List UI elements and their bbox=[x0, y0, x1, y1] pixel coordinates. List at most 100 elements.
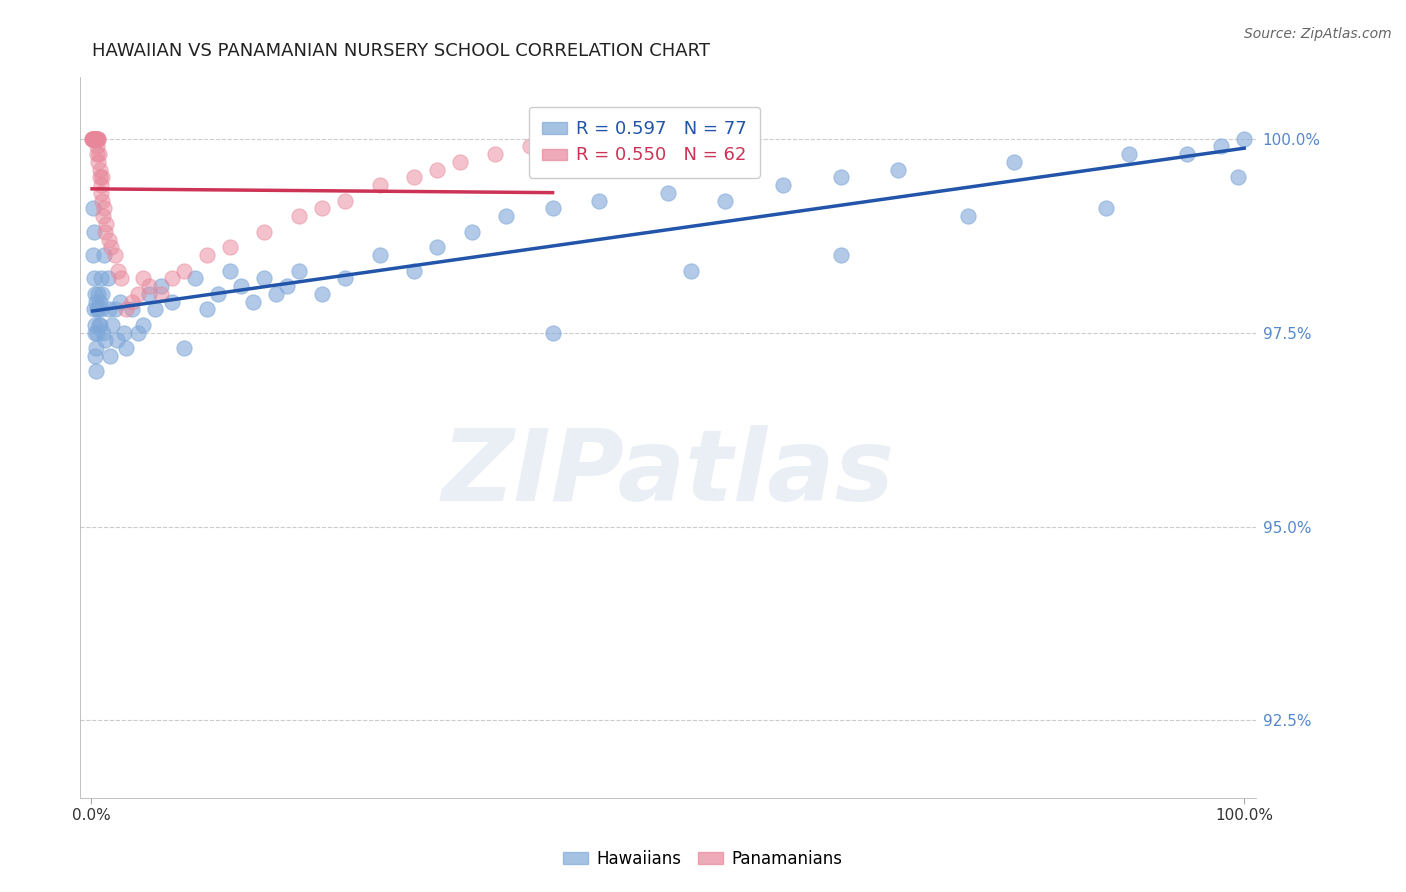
Point bbox=[89, 170, 111, 185]
Point bbox=[541, 202, 564, 216]
Point bbox=[426, 240, 449, 254]
Point bbox=[86, 326, 108, 340]
Point bbox=[253, 271, 276, 285]
Point bbox=[887, 162, 910, 177]
Point bbox=[679, 263, 702, 277]
Point bbox=[368, 248, 391, 262]
Point bbox=[288, 263, 311, 277]
Point bbox=[368, 178, 391, 193]
Point bbox=[1002, 155, 1025, 169]
Point bbox=[132, 318, 155, 332]
Point bbox=[333, 271, 356, 285]
Point bbox=[333, 194, 356, 208]
Point bbox=[83, 271, 105, 285]
Point bbox=[84, 131, 107, 145]
Point bbox=[276, 279, 298, 293]
Legend: Hawaiians, Panamanians: Hawaiians, Panamanians bbox=[557, 844, 849, 875]
Point bbox=[90, 170, 112, 185]
Point bbox=[93, 202, 115, 216]
Point bbox=[91, 326, 114, 340]
Point bbox=[84, 294, 107, 309]
Point bbox=[103, 302, 125, 317]
Point bbox=[404, 263, 426, 277]
Point bbox=[242, 294, 264, 309]
Point bbox=[84, 286, 107, 301]
Point bbox=[495, 209, 517, 223]
Point bbox=[97, 233, 120, 247]
Point bbox=[541, 131, 564, 145]
Point bbox=[83, 131, 105, 145]
Text: ZIPatlas: ZIPatlas bbox=[441, 425, 894, 522]
Point bbox=[90, 271, 112, 285]
Point bbox=[86, 302, 108, 317]
Point bbox=[89, 294, 111, 309]
Point bbox=[231, 279, 253, 293]
Point bbox=[173, 341, 195, 355]
Point bbox=[83, 131, 105, 145]
Point bbox=[90, 186, 112, 200]
Point bbox=[115, 341, 138, 355]
Point bbox=[91, 194, 114, 208]
Point bbox=[87, 131, 110, 145]
Point bbox=[1211, 139, 1233, 153]
Point bbox=[82, 202, 104, 216]
Point bbox=[461, 225, 484, 239]
Point bbox=[311, 286, 333, 301]
Point bbox=[84, 131, 107, 145]
Point bbox=[160, 271, 183, 285]
Point bbox=[195, 248, 218, 262]
Point bbox=[288, 209, 311, 223]
Point bbox=[253, 225, 276, 239]
Point bbox=[830, 248, 852, 262]
Point bbox=[94, 334, 117, 348]
Point bbox=[121, 294, 143, 309]
Point bbox=[86, 131, 108, 145]
Point bbox=[110, 271, 132, 285]
Point bbox=[87, 302, 110, 317]
Point bbox=[1227, 170, 1250, 185]
Point bbox=[80, 131, 103, 145]
Point bbox=[830, 170, 852, 185]
Point bbox=[101, 318, 124, 332]
Point bbox=[127, 286, 149, 301]
Point bbox=[89, 162, 111, 177]
Point bbox=[90, 302, 112, 317]
Point bbox=[121, 302, 143, 317]
Point bbox=[86, 139, 108, 153]
Point bbox=[82, 131, 104, 145]
Point bbox=[90, 178, 112, 193]
Point bbox=[1118, 147, 1140, 161]
Point bbox=[218, 263, 240, 277]
Point bbox=[83, 131, 105, 145]
Point bbox=[115, 302, 138, 317]
Point bbox=[83, 225, 105, 239]
Point bbox=[112, 326, 135, 340]
Point bbox=[772, 178, 794, 193]
Point bbox=[173, 263, 195, 277]
Point bbox=[195, 302, 218, 317]
Point bbox=[143, 302, 166, 317]
Point bbox=[82, 131, 104, 145]
Point bbox=[82, 248, 104, 262]
Point bbox=[84, 349, 107, 363]
Legend: R = 0.597   N = 77, R = 0.550   N = 62: R = 0.597 N = 77, R = 0.550 N = 62 bbox=[529, 106, 759, 178]
Point bbox=[90, 286, 112, 301]
Text: Source: ZipAtlas.com: Source: ZipAtlas.com bbox=[1244, 27, 1392, 41]
Point bbox=[97, 302, 120, 317]
Point bbox=[519, 139, 541, 153]
Point bbox=[956, 209, 979, 223]
Point bbox=[100, 240, 122, 254]
Point bbox=[84, 131, 107, 145]
Point bbox=[657, 186, 679, 200]
Point bbox=[82, 131, 104, 145]
Point bbox=[218, 240, 240, 254]
Point bbox=[149, 286, 172, 301]
Point bbox=[484, 147, 506, 161]
Point bbox=[87, 155, 110, 169]
Point bbox=[103, 248, 125, 262]
Point bbox=[714, 194, 737, 208]
Point bbox=[107, 263, 129, 277]
Point bbox=[87, 286, 110, 301]
Point bbox=[83, 302, 105, 317]
Point bbox=[84, 364, 107, 378]
